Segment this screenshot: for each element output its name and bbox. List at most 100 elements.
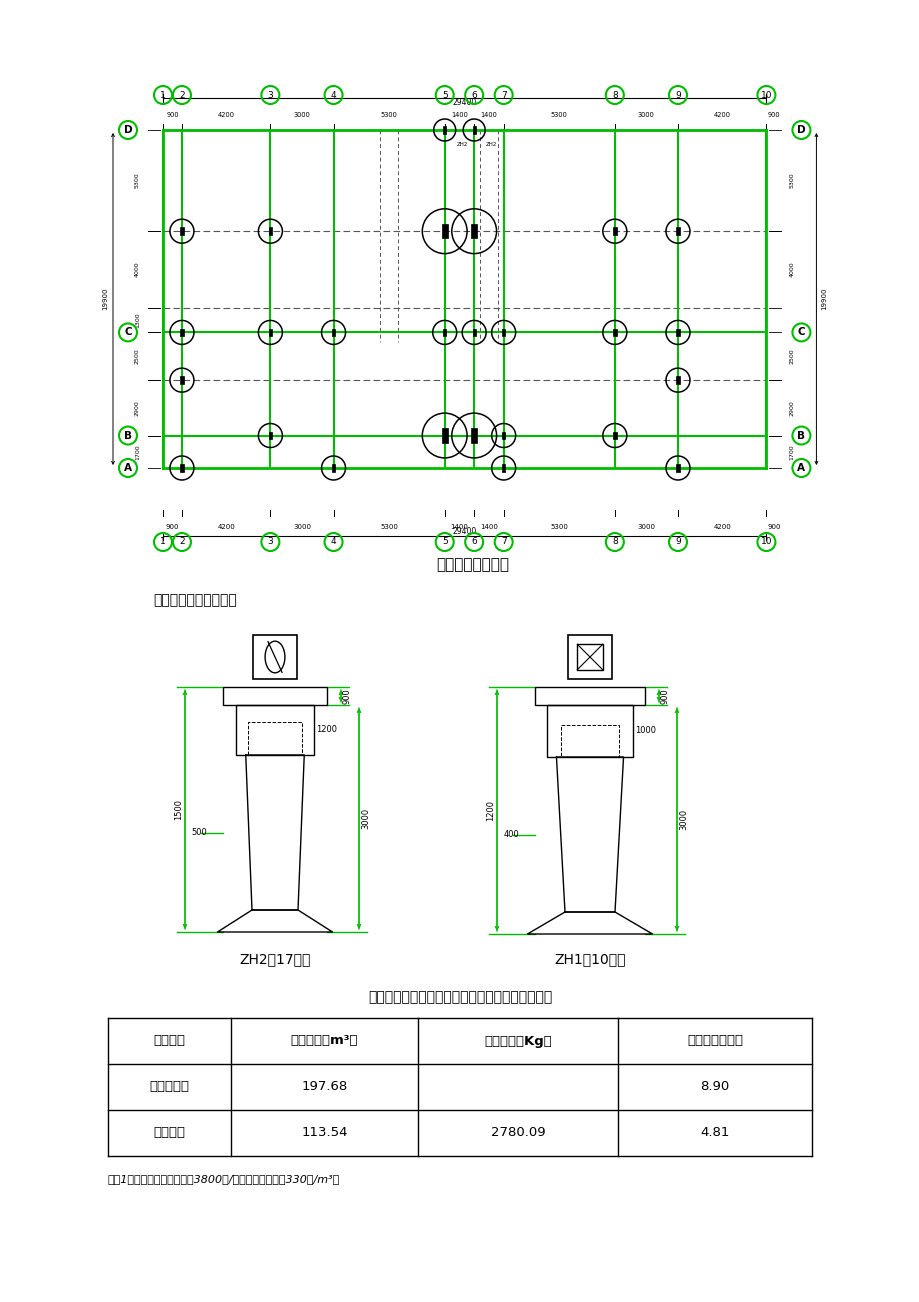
Text: A: A <box>124 464 131 473</box>
Text: 5300: 5300 <box>550 112 567 118</box>
Text: B: B <box>124 431 131 440</box>
Bar <box>502 432 505 440</box>
Text: 1400: 1400 <box>450 523 468 530</box>
Text: 4200: 4200 <box>713 112 730 118</box>
Bar <box>443 126 446 134</box>
Text: 3000: 3000 <box>637 523 654 530</box>
Text: 19900: 19900 <box>102 288 108 310</box>
Bar <box>441 224 448 238</box>
Text: C: C <box>797 327 804 337</box>
Text: 5: 5 <box>441 538 448 547</box>
Text: B: B <box>797 431 804 440</box>
Text: 3000: 3000 <box>678 809 687 831</box>
Text: 4200: 4200 <box>712 523 731 530</box>
Text: 4.81: 4.81 <box>699 1126 729 1139</box>
Text: 4000: 4000 <box>789 262 793 277</box>
Text: 9: 9 <box>675 91 680 99</box>
Text: 混凝土总（m³）: 混凝土总（m³） <box>290 1035 357 1048</box>
Text: 人工挖孔墩: 人工挖孔墩 <box>150 1081 189 1094</box>
Bar <box>472 328 475 336</box>
Bar <box>471 224 477 238</box>
Text: 7: 7 <box>500 91 506 99</box>
Text: 900: 900 <box>660 689 669 704</box>
Text: 1000: 1000 <box>634 727 655 736</box>
Text: A: A <box>797 464 804 473</box>
Bar <box>675 328 679 336</box>
Text: C: C <box>124 327 131 337</box>
Bar <box>236 704 313 755</box>
Text: 900: 900 <box>767 112 779 118</box>
Bar <box>180 328 184 336</box>
Text: 3: 3 <box>267 538 273 547</box>
Text: D: D <box>123 125 132 135</box>
Text: ZH2（17个）: ZH2（17个） <box>239 952 311 966</box>
Text: ZH2: ZH2 <box>485 142 497 147</box>
Bar <box>472 126 475 134</box>
Bar <box>268 228 272 236</box>
Bar <box>253 635 297 680</box>
Text: 4200: 4200 <box>217 523 234 530</box>
Bar <box>268 432 272 440</box>
Bar <box>443 328 446 336</box>
Text: 10: 10 <box>760 538 771 547</box>
Bar <box>675 228 679 236</box>
Text: 7: 7 <box>500 538 506 547</box>
Text: 900: 900 <box>343 689 352 704</box>
Text: 8.90: 8.90 <box>699 1081 729 1094</box>
Text: 1700: 1700 <box>789 444 793 460</box>
Text: 2900: 2900 <box>135 400 140 415</box>
Text: 9: 9 <box>675 538 680 547</box>
Text: 5: 5 <box>441 91 448 99</box>
Bar <box>268 328 272 336</box>
Text: 2780.09: 2780.09 <box>490 1126 545 1139</box>
Bar <box>222 687 326 704</box>
Text: 桩基础平面布置图: 桩基础平面布置图 <box>436 557 508 573</box>
Text: 4000: 4000 <box>135 262 140 277</box>
Text: 注：1、独立基础钢筋单价为3800元/吨，混凝土单价为330元/m³。: 注：1、独立基础钢筋单价为3800元/吨，混凝土单价为330元/m³。 <box>108 1174 340 1184</box>
Text: 人工挖孔墩详图如下：: 人工挖孔墩详图如下： <box>153 592 236 607</box>
Text: 1400: 1400 <box>480 523 497 530</box>
Text: 5300: 5300 <box>135 173 140 189</box>
Text: 5300: 5300 <box>380 523 398 530</box>
Bar <box>247 723 302 755</box>
Bar <box>471 428 477 443</box>
Bar <box>180 464 184 471</box>
Text: 1200: 1200 <box>485 799 494 822</box>
Bar <box>441 428 448 443</box>
Text: 29400: 29400 <box>452 98 476 107</box>
Text: D: D <box>796 125 805 135</box>
Text: ZH2: ZH2 <box>456 142 468 147</box>
Text: 1: 1 <box>160 91 165 99</box>
Text: 2: 2 <box>179 538 185 547</box>
Text: 4: 4 <box>330 538 336 547</box>
Text: 1400: 1400 <box>480 112 497 118</box>
Text: 2900: 2900 <box>789 400 793 415</box>
Text: 以上两种不同形式基础布置经济分板比较如下表：: 以上两种不同形式基础布置经济分板比较如下表： <box>368 990 551 1004</box>
Text: 3000: 3000 <box>637 112 654 118</box>
Text: 6: 6 <box>471 538 477 547</box>
Bar <box>567 635 611 680</box>
Bar <box>332 328 335 336</box>
Bar <box>675 464 679 471</box>
Bar <box>675 376 679 384</box>
Text: 5300: 5300 <box>789 173 793 189</box>
Text: 900: 900 <box>766 523 780 530</box>
Text: 1400: 1400 <box>450 112 468 118</box>
Text: 1500: 1500 <box>174 799 183 820</box>
Text: 基础形式: 基础形式 <box>153 1035 186 1048</box>
Text: 8: 8 <box>611 538 617 547</box>
Text: 2: 2 <box>179 91 185 99</box>
Text: 400: 400 <box>503 829 518 838</box>
Bar <box>612 328 616 336</box>
Text: 2500: 2500 <box>789 349 793 365</box>
Text: 500: 500 <box>191 828 207 837</box>
Bar <box>502 328 505 336</box>
Text: 1700: 1700 <box>135 444 140 460</box>
Bar <box>502 464 505 471</box>
Bar <box>612 432 616 440</box>
Bar <box>561 725 618 756</box>
Text: 113.54: 113.54 <box>301 1126 347 1139</box>
Text: 900: 900 <box>166 112 178 118</box>
Text: 3: 3 <box>267 91 273 99</box>
Text: 3000: 3000 <box>292 523 311 530</box>
